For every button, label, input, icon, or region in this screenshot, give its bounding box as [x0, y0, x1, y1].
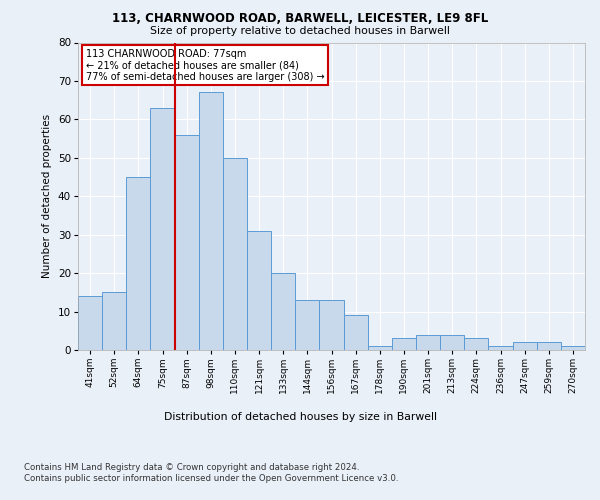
Bar — [319, 300, 344, 350]
Bar — [199, 92, 223, 350]
Bar — [126, 177, 151, 350]
Bar — [416, 334, 440, 350]
Bar — [78, 296, 102, 350]
Bar — [512, 342, 537, 350]
Bar — [488, 346, 512, 350]
Y-axis label: Number of detached properties: Number of detached properties — [43, 114, 52, 278]
Bar — [344, 316, 368, 350]
Text: Contains HM Land Registry data © Crown copyright and database right 2024.: Contains HM Land Registry data © Crown c… — [24, 462, 359, 471]
Bar — [271, 273, 295, 350]
Bar — [440, 334, 464, 350]
Bar — [175, 134, 199, 350]
Bar — [102, 292, 126, 350]
Text: 113, CHARNWOOD ROAD, BARWELL, LEICESTER, LE9 8FL: 113, CHARNWOOD ROAD, BARWELL, LEICESTER,… — [112, 12, 488, 26]
Bar — [151, 108, 175, 350]
Bar — [247, 231, 271, 350]
Bar — [295, 300, 319, 350]
Text: Distribution of detached houses by size in Barwell: Distribution of detached houses by size … — [163, 412, 437, 422]
Text: Size of property relative to detached houses in Barwell: Size of property relative to detached ho… — [150, 26, 450, 36]
Text: 113 CHARNWOOD ROAD: 77sqm
← 21% of detached houses are smaller (84)
77% of semi-: 113 CHARNWOOD ROAD: 77sqm ← 21% of detac… — [86, 48, 324, 82]
Bar — [223, 158, 247, 350]
Bar — [368, 346, 392, 350]
Text: Contains public sector information licensed under the Open Government Licence v3: Contains public sector information licen… — [24, 474, 398, 483]
Bar — [537, 342, 561, 350]
Bar — [561, 346, 585, 350]
Bar — [392, 338, 416, 350]
Bar — [464, 338, 488, 350]
